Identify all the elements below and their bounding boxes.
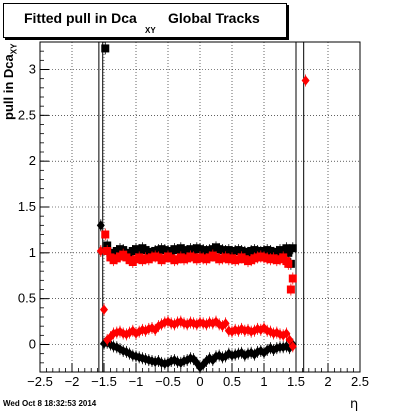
data-point-square [101,44,110,53]
data-point-square [284,248,293,257]
data-point-square [288,244,297,253]
data-point-diamond [96,220,105,231]
y-axis-label: pull in DcaXY [1,44,19,120]
x-tick-label: 2 [324,374,331,389]
y-tick-label: 2 [29,153,36,168]
y-tick-label: 3 [29,62,36,77]
chart-title-suffix: Global Tracks [168,10,260,26]
data-point-square [286,285,295,294]
x-tick-label: −2 [65,374,80,389]
x-tick-label: 0.5 [223,374,241,389]
data-point-diamond [100,304,108,315]
x-tick-label: 1 [260,374,267,389]
data-point-square [101,230,110,239]
x-tick-label: 2.5 [351,374,369,389]
data-point-diamond [285,334,294,345]
y-tick-label: 0 [29,337,36,352]
data-point-diamond [288,341,297,352]
data-point-diamond [221,318,230,329]
chart-title-subscript: XY [145,26,156,35]
chart-title: Fitted pull in Dca [24,10,137,26]
y-tick-label: 1.5 [18,199,36,214]
y-tick-label: 1 [29,245,36,260]
data-point-diamond [301,75,310,86]
x-tick-label: −2.5 [27,374,53,389]
x-tick-label: −1.5 [91,374,117,389]
data-point-square [103,247,112,255]
x-tick-label: −0.5 [155,374,181,389]
y-tick-label: 0.5 [18,291,36,306]
x-tick-label: 1.5 [287,374,305,389]
data-point-square [284,259,293,268]
x-axis-label: η [350,397,359,412]
data-point-diamond [96,246,105,256]
footer-timestamp: Wed Oct 8 18:32:53 2014 [3,399,97,408]
title-box: Fitted pull in Dca XY Global Tracks [3,3,287,38]
y-axis-label-text: pull in Dca [1,54,16,120]
x-tick-label: −1 [129,374,144,389]
y-tick-label: 2.5 [18,107,36,122]
y-axis-label-subscript: XY [9,43,19,55]
x-tick-label: 0 [196,374,203,389]
data-point-diamond [282,328,291,339]
data-point-square [288,274,297,283]
data-point-square [282,244,291,253]
